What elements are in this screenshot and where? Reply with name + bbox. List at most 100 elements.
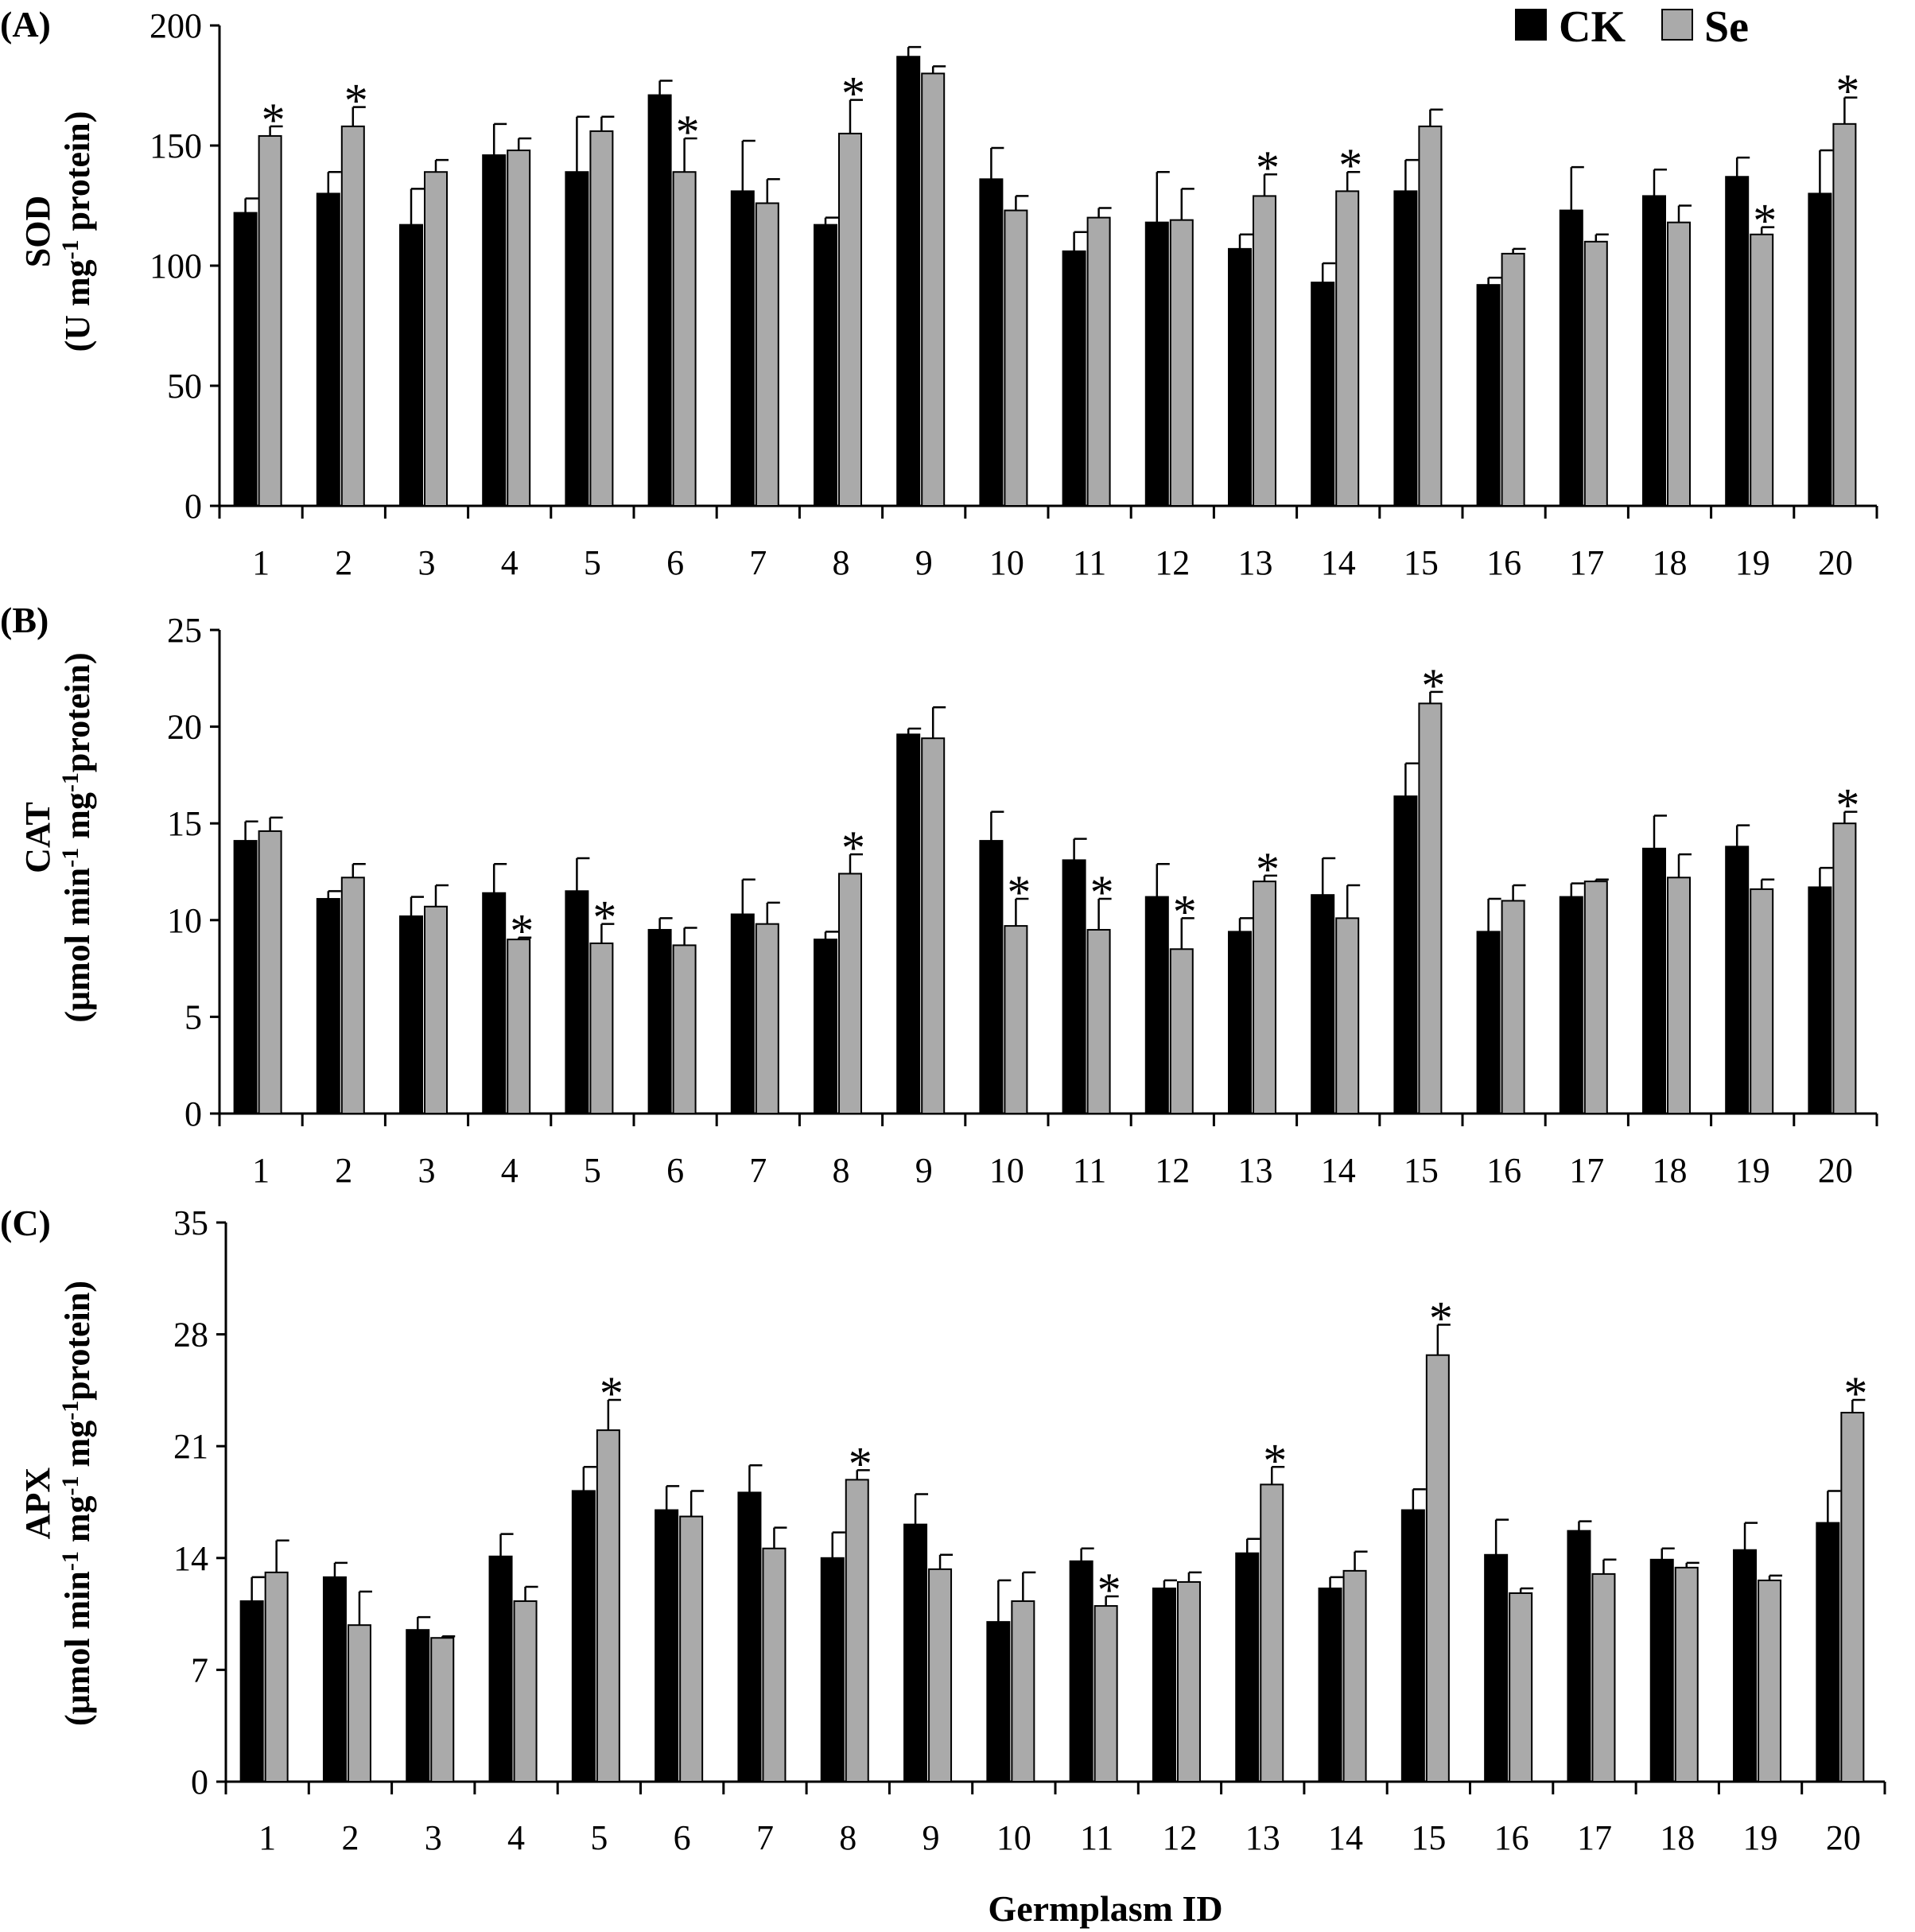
y-tick-label: 35	[173, 1203, 208, 1242]
significance-star: *	[344, 75, 368, 127]
bar-se	[1667, 877, 1691, 1115]
bar-ck	[482, 892, 507, 1114]
bar-ck	[316, 192, 340, 507]
x-tick-label: 17	[1577, 1818, 1612, 1857]
bar-ck	[730, 190, 755, 507]
bar-ck	[1393, 795, 1418, 1114]
bar-ck	[406, 1629, 430, 1783]
bar-ck	[399, 915, 423, 1115]
significance-star: *	[262, 94, 286, 146]
bar-ck	[571, 1490, 596, 1782]
bar-se	[1086, 928, 1111, 1114]
significance-star: *	[676, 106, 700, 158]
bar-se	[1176, 1580, 1201, 1783]
y-tick-label: 150	[150, 126, 202, 165]
x-tick-label: 5	[584, 1151, 601, 1190]
ylabel-a-line2: (U mg-1 protein)	[57, 111, 97, 352]
significance-star: *	[1421, 659, 1445, 712]
x-tick-label: 4	[507, 1818, 525, 1857]
significance-star: *	[592, 892, 616, 944]
x-tick-label: 2	[335, 543, 352, 582]
bar-ck	[1733, 1549, 1758, 1783]
x-tick-label: 13	[1238, 543, 1273, 582]
bar-ck	[896, 733, 921, 1114]
bar-se	[347, 1624, 371, 1783]
bar-ck	[1400, 1509, 1425, 1782]
bar-ck	[737, 1491, 762, 1783]
significance-star: *	[1263, 1434, 1287, 1487]
x-tick-label: 5	[584, 543, 601, 582]
x-tick-label: 7	[756, 1818, 774, 1857]
ylabel-b-part-5: protein)	[58, 652, 97, 772]
bar-ck	[239, 1600, 264, 1782]
ylabel-a-part-3: protein)	[58, 111, 97, 240]
bar-ck	[647, 94, 672, 507]
bar-se	[1335, 917, 1360, 1115]
bar-se	[928, 1568, 953, 1782]
bar-se	[1501, 900, 1525, 1114]
bar-ck	[1642, 195, 1666, 507]
bar-ck	[1476, 931, 1501, 1114]
bar-se	[1583, 880, 1608, 1115]
x-tick-label: 4	[501, 1151, 519, 1190]
ylabel-b-part-2: -1	[57, 848, 84, 868]
bar-se	[838, 873, 862, 1114]
y-tick-label: 21	[173, 1427, 208, 1466]
legend-label-ck: CK	[1559, 2, 1626, 52]
x-tick-label: 10	[989, 1151, 1024, 1190]
bar-se	[1169, 948, 1194, 1115]
x-tick-label: 15	[1404, 1151, 1439, 1190]
bar-ck	[986, 1621, 1011, 1782]
bar-ck	[1228, 931, 1252, 1114]
bar-ck	[655, 1509, 679, 1782]
x-tick-label: 7	[749, 1151, 767, 1190]
x-tick-label: 17	[1569, 543, 1604, 582]
bar-se	[1335, 190, 1360, 507]
panel-label-c: (C)	[0, 1203, 51, 1243]
x-tick-label: 6	[666, 1151, 684, 1190]
panel-a: (A) SOD (U mg-1 protein) 0 50 100 150 200 1 * 2…	[0, 4, 1878, 582]
x-tick-label: 3	[418, 543, 436, 582]
bar-se	[1591, 1572, 1616, 1783]
significance-star: *	[1835, 65, 1859, 118]
ylabel-b-part-4: -1	[57, 772, 84, 792]
bar-se	[845, 1479, 869, 1782]
x-axis-title: Germplasm ID	[988, 1888, 1222, 1929]
bar-se	[1011, 1600, 1035, 1782]
bar-se	[596, 1429, 620, 1782]
x-tick-label: 9	[923, 1818, 940, 1857]
bar-se	[430, 1637, 455, 1782]
x-tick-label: 2	[335, 1151, 352, 1190]
significance-star: *	[1843, 1367, 1867, 1420]
legend-label-se: Se	[1704, 2, 1749, 52]
bar-se	[513, 1600, 538, 1782]
x-tick-label: 19	[1735, 543, 1770, 582]
bar-ck	[316, 898, 340, 1114]
x-tick-label: 15	[1411, 1818, 1446, 1857]
panel-b: (B) CAT (μmol min-1 mg-1protein) 0510152…	[0, 600, 1878, 1190]
y-tick-label: 0	[191, 1763, 208, 1802]
x-tick-label: 1	[258, 1818, 276, 1857]
ylabel-c-line1: APX	[18, 1467, 57, 1540]
bar-ck	[820, 1557, 845, 1783]
x-tick-label: 18	[1653, 543, 1688, 582]
x-tick-label: 16	[1494, 1818, 1529, 1857]
x-tick-label: 16	[1486, 1151, 1521, 1190]
bar-ck	[1725, 176, 1750, 507]
bar-ck	[399, 224, 423, 507]
bar-ck	[903, 1523, 928, 1782]
y-tick-label: 15	[167, 804, 202, 843]
bar-ck	[1476, 284, 1501, 507]
panel-label-a: (A)	[0, 4, 51, 45]
bar-se	[1750, 233, 1774, 507]
significance-star: *	[841, 68, 865, 120]
y-tick-label: 100	[150, 247, 202, 286]
bar-se	[672, 944, 697, 1115]
bar-se	[755, 923, 779, 1114]
x-tick-label: 17	[1569, 1151, 1604, 1190]
bar-ck	[1228, 247, 1252, 507]
legend-swatch-ck	[1515, 9, 1547, 41]
x-tick-label: 9	[915, 1151, 933, 1190]
